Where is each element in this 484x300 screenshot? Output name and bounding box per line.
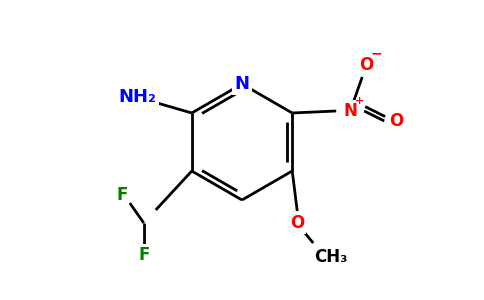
Text: NH₂: NH₂ bbox=[119, 88, 157, 106]
Text: +: + bbox=[355, 96, 364, 106]
Text: N: N bbox=[235, 75, 249, 93]
Text: F: F bbox=[138, 246, 150, 264]
Text: CH₃: CH₃ bbox=[315, 248, 348, 266]
Text: F: F bbox=[116, 186, 127, 204]
Text: O: O bbox=[290, 214, 304, 232]
Text: N: N bbox=[343, 102, 357, 120]
Text: O: O bbox=[359, 56, 373, 74]
Text: O: O bbox=[389, 112, 403, 130]
Text: −: − bbox=[370, 46, 382, 60]
